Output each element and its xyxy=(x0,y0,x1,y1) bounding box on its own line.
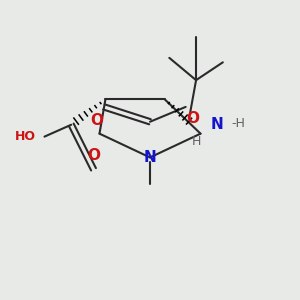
Text: O: O xyxy=(90,113,103,128)
Text: O: O xyxy=(187,111,200,126)
Text: O: O xyxy=(87,148,100,164)
Text: H: H xyxy=(191,135,201,148)
Text: HO: HO xyxy=(15,130,36,143)
Text: -H: -H xyxy=(232,117,246,130)
Text: N: N xyxy=(211,117,223,132)
Text: N: N xyxy=(144,150,156,165)
